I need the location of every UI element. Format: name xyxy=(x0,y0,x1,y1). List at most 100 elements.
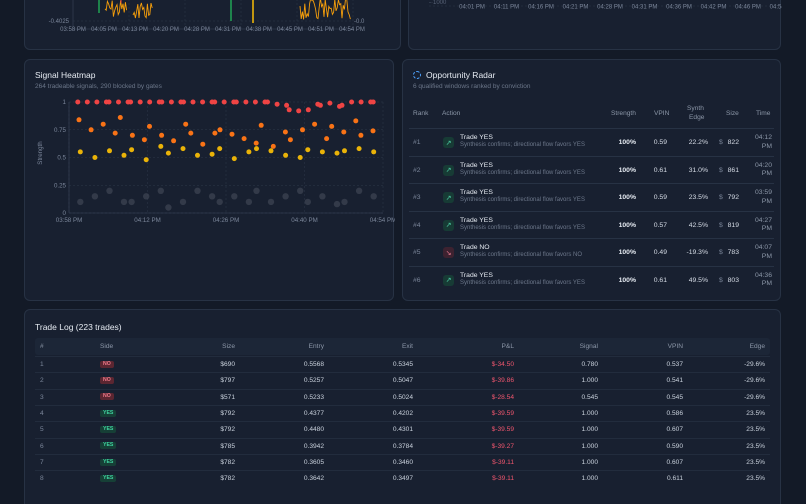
time-value: 04:07 PM xyxy=(754,244,772,260)
y-tick-label: 0.5 xyxy=(57,155,66,162)
signal-value: 0.780 xyxy=(581,361,598,368)
edge-value: 31.0% xyxy=(688,166,708,174)
signal-point xyxy=(297,155,303,160)
signal-point xyxy=(231,193,238,200)
col-side: Side xyxy=(100,343,114,350)
trade-num: 8 xyxy=(40,475,44,483)
col-vpin: VPIN xyxy=(667,343,683,350)
vpin-value: 0.57 xyxy=(653,221,667,229)
currency-symbol: $ xyxy=(719,276,723,284)
signal-point xyxy=(112,130,118,136)
signal-point xyxy=(88,127,94,133)
signal-point xyxy=(128,99,134,105)
x-tick-label: 04:45 PM xyxy=(277,27,303,33)
table-row[interactable]: 1 NO $690 0.5568 0.5345 $-34.50 0.780 0.537 -29.… xyxy=(35,356,770,372)
signal-point xyxy=(333,200,341,208)
trade-num: 6 xyxy=(40,442,44,450)
signal-point xyxy=(246,149,252,155)
signal-point xyxy=(168,99,174,105)
signal-point xyxy=(356,146,362,152)
edge-value: 23.5% xyxy=(746,458,765,466)
side-badge: YES xyxy=(100,409,117,417)
table-row[interactable]: 4 YES $792 0.4377 0.4202 $-39.59 1.000 0.586 23.… xyxy=(35,404,770,421)
table-row[interactable]: 8 YES $782 0.3642 0.3497 $-39.11 1.000 0.611 23.… xyxy=(35,470,770,486)
trade-num: 3 xyxy=(40,393,44,401)
x-tick-label: 04:31 PM xyxy=(632,5,658,11)
x-tick-label: 03:58 PM xyxy=(60,27,86,33)
signal-value: 0.545 xyxy=(581,393,598,401)
rank: #5 xyxy=(413,249,421,256)
signal-point xyxy=(342,148,347,154)
strength-value: 100% xyxy=(618,249,636,256)
x-tick-label: 04:28 PM xyxy=(597,5,623,11)
x-tick-label: 04:16 PM xyxy=(528,5,554,11)
signal-point xyxy=(231,156,237,162)
entry-value: 0.5257 xyxy=(303,377,324,385)
size-value: 792 xyxy=(727,194,739,201)
signal-value: 1.000 xyxy=(581,475,598,483)
radar-row[interactable]: #3 ↗ Trade YES Synthesis confirms; directio… xyxy=(409,183,774,210)
action-desc: Synthesis confirms; directional flow fav… xyxy=(460,197,585,203)
arrow-up-right-icon: ↗ xyxy=(443,274,454,286)
size-value: 819 xyxy=(727,221,739,229)
signal-point xyxy=(370,193,377,200)
x-tick-label: 04:01 PM xyxy=(459,5,485,11)
edge-value: -29.6% xyxy=(744,393,765,401)
signal-point xyxy=(217,127,223,133)
x-tick-label: 03:58 PM xyxy=(56,217,82,224)
signal-point xyxy=(106,99,112,105)
table-row[interactable]: 2 NO $797 0.5257 0.5047 $-39.86 1.000 0.541 -29.… xyxy=(35,372,770,388)
signal-point xyxy=(283,152,289,158)
signal-point xyxy=(208,193,216,200)
size-value: 861 xyxy=(727,166,739,174)
table-row[interactable]: 5 YES $792 0.4480 0.4301 $-39.59 1.000 0.607 23.… xyxy=(35,421,770,437)
signal-point xyxy=(305,107,311,113)
pnl-value: $-39.59 xyxy=(491,426,514,434)
signal-point xyxy=(190,99,196,105)
signal-point xyxy=(129,147,135,153)
side-badge: YES xyxy=(100,458,117,466)
arrow-down-right-icon: ↘ xyxy=(443,247,454,258)
signal-point xyxy=(258,122,264,128)
action-desc: Synthesis confirms; directional flow fav… xyxy=(460,169,585,176)
vpin-value: 0.49 xyxy=(653,249,667,256)
edge-value: -29.6% xyxy=(744,361,765,368)
signal-point xyxy=(233,99,239,105)
x-tick-label: 04:05 PM xyxy=(91,27,117,33)
edge-value: 49.5% xyxy=(688,276,708,284)
flow-chart: -·1000 04:01 PM 04:11 PM 04:16 PM 04:21 PM 0… xyxy=(429,0,782,11)
signal-point xyxy=(76,117,82,123)
radar-row[interactable]: #6 ↗ Trade YES Synthesis confirms; directio… xyxy=(409,265,774,293)
signal-point xyxy=(282,193,289,200)
signal-point xyxy=(355,187,363,194)
signal-point xyxy=(304,198,311,206)
rank: #1 xyxy=(413,139,421,146)
table-row[interactable]: 3 NO $571 0.5233 0.5024 $-28.54 0.545 0.545 -29.… xyxy=(35,388,770,405)
exit-value: 0.4202 xyxy=(392,409,413,417)
signal-point xyxy=(217,146,223,152)
vpin-value: 0.611 xyxy=(666,475,683,483)
time-value: 04:12 PM xyxy=(754,134,772,150)
action-desc: Synthesis confirms; directional flow fav… xyxy=(460,252,583,258)
radar-row[interactable]: #5 ↘ Trade NO Synthesis confirms; direction… xyxy=(409,238,774,265)
signal-point xyxy=(181,99,186,105)
signal-point xyxy=(183,121,189,127)
signal-point xyxy=(216,198,223,206)
signal-point xyxy=(268,148,274,154)
radar-row[interactable]: #4 ↗ Trade YES Synthesis confirms; directio… xyxy=(409,210,774,238)
radar-row[interactable]: #2 ↗ Trade YES Synthesis confirms; directio… xyxy=(409,155,774,183)
signal-point xyxy=(128,198,135,206)
table-row[interactable]: 6 YES $785 0.3942 0.3784 $-39.27 1.000 0.590 23.… xyxy=(35,437,770,454)
signal-point xyxy=(305,147,311,153)
pnl-value: $-39.59 xyxy=(491,409,514,417)
x-tick-label: 04:46 PM xyxy=(735,5,761,11)
signal-point xyxy=(107,148,112,154)
signal-point xyxy=(341,198,348,206)
arrow-up-right-icon: ↗ xyxy=(443,192,454,203)
pnl-value: $-39.27 xyxy=(491,442,514,450)
table-row[interactable]: 7 YES $782 0.3605 0.3460 $-39.11 1.000 0.607 23.… xyxy=(35,453,770,470)
exit-value: 0.5345 xyxy=(392,361,413,368)
action-label: Trade NO xyxy=(460,244,490,251)
radar-row[interactable]: #1 ↗ Trade YES Synthesis confirms; directio… xyxy=(409,128,774,155)
signal-point xyxy=(312,121,318,127)
